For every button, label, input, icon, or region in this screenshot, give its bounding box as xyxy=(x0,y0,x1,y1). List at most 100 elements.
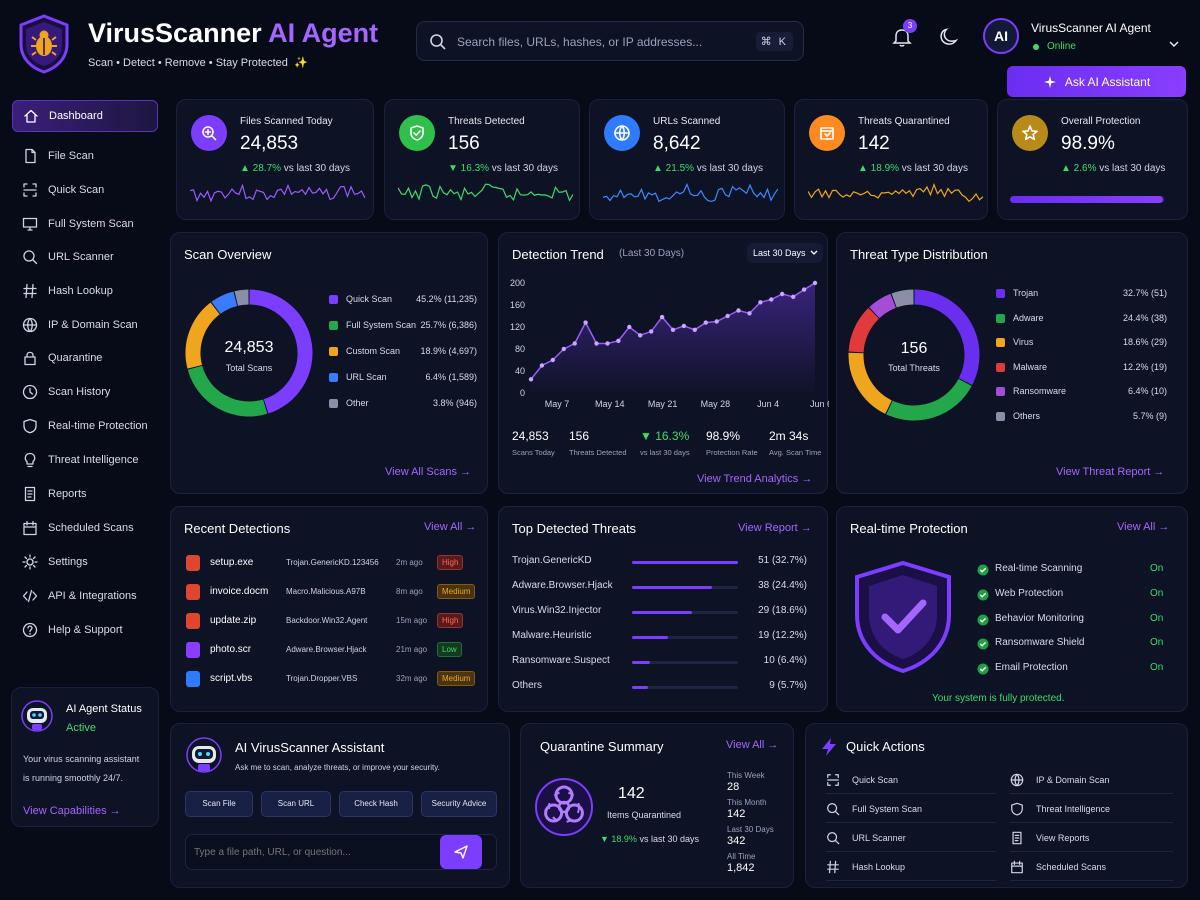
sidebar-item-file-scan[interactable]: File Scan xyxy=(12,140,158,172)
quarantine-view-all-link[interactable]: View All → xyxy=(726,739,779,751)
view-capabilities-link[interactable]: View Capabilities → xyxy=(23,805,121,817)
scan-overview-slice-other[interactable] xyxy=(234,289,249,306)
quick-action-threat-intelligence[interactable]: Threat Intelligence xyxy=(1010,795,1173,823)
trend-point[interactable] xyxy=(627,324,632,330)
check-hash-chip[interactable]: Check Hash xyxy=(339,791,413,817)
threat-distribution-slice-malware[interactable] xyxy=(848,307,880,353)
send-button[interactable] xyxy=(440,835,482,869)
trend-point[interactable] xyxy=(583,320,588,325)
sidebar-item-help-support[interactable]: Help & Support xyxy=(12,614,158,646)
protection-feature-state[interactable]: On xyxy=(1150,637,1164,649)
notifications-button[interactable] xyxy=(891,26,913,48)
trend-range-select[interactable]: Last 30 Days xyxy=(747,243,823,263)
trend-point[interactable] xyxy=(539,363,545,368)
trend-point[interactable] xyxy=(638,333,643,338)
trend-point[interactable] xyxy=(714,319,719,324)
stat-delta-value: ▼ 16.3% xyxy=(448,163,490,174)
detection-row[interactable]: invoice.docm Macro.Malicious.A97B 8m ago Me… xyxy=(184,582,476,604)
sidebar-item-real-time-protection[interactable]: Real-time Protection xyxy=(12,410,158,442)
trend-point[interactable] xyxy=(692,327,697,332)
trend-point[interactable] xyxy=(758,300,763,305)
sidebar-item-ip-domain-scan[interactable]: IP & Domain Scan xyxy=(12,309,158,341)
detection-row[interactable]: setup.exe Trojan.GenericKD.123456 2m ago Hi… xyxy=(184,553,476,575)
detection-row[interactable]: photo.scr Adware.Browser.Hjack 21m ago Low xyxy=(184,640,476,662)
scan-overview-slice-custom-scan[interactable] xyxy=(185,302,220,369)
quick-action-ip-domain-scan[interactable]: IP & Domain Scan xyxy=(1010,766,1173,794)
sidebar-item-url-scanner[interactable]: URL Scanner xyxy=(12,241,158,273)
quick-action-quick-scan[interactable]: Quick Scan xyxy=(826,766,996,794)
trend-point[interactable] xyxy=(572,341,577,346)
trend-point[interactable] xyxy=(528,377,534,382)
trend-point[interactable] xyxy=(780,291,785,297)
quick-action-label: IP & Domain Scan xyxy=(1036,774,1110,785)
threat-distribution-slice-trojan[interactable] xyxy=(914,289,980,385)
view-threat-report-link[interactable]: View Threat Report → xyxy=(1056,466,1165,478)
trend-point[interactable] xyxy=(681,323,687,329)
detection-row[interactable]: script.vbs Trojan.Dropper.VBS 32m ago Mediu… xyxy=(184,669,476,691)
trend-point[interactable] xyxy=(736,308,741,313)
trend-point[interactable] xyxy=(725,313,730,319)
sidebar-item-scheduled-scans[interactable]: Scheduled Scans xyxy=(12,512,158,544)
threat-distribution-slice-ransomware[interactable] xyxy=(869,293,897,319)
sidebar-item-full-system-scan[interactable]: Full System Scan xyxy=(12,208,158,240)
trend-point[interactable] xyxy=(801,287,807,292)
trend-point[interactable] xyxy=(703,320,708,325)
trend-point[interactable] xyxy=(594,341,599,346)
recent-detections-view-all-link[interactable]: View All → xyxy=(424,521,477,533)
sidebar-item-hash-lookup[interactable]: Hash Lookup xyxy=(12,275,158,307)
sidebar-item-dashboard[interactable]: Dashboard xyxy=(12,100,158,132)
protection-feature-state[interactable]: On xyxy=(1150,662,1164,674)
global-search[interactable]: ⌘ K xyxy=(416,21,804,61)
trend-point[interactable] xyxy=(561,346,566,352)
trend-point[interactable] xyxy=(616,338,621,343)
user-avatar[interactable]: AI xyxy=(983,18,1019,54)
scan-overview-slice-quick-scan[interactable] xyxy=(249,289,313,414)
sidebar-item-threat-intelligence[interactable]: Threat Intelligence xyxy=(12,444,158,476)
trend-point[interactable] xyxy=(769,297,774,302)
user-menu-toggle[interactable] xyxy=(1168,38,1180,50)
star-icon-badge xyxy=(1012,115,1048,151)
trend-point[interactable] xyxy=(812,280,818,286)
protection-feature-state[interactable]: On xyxy=(1150,612,1164,624)
sidebar-item-reports[interactable]: Reports xyxy=(12,478,158,510)
trend-point[interactable] xyxy=(670,327,676,332)
trend-point[interactable] xyxy=(747,311,752,316)
scan-overview-slice-url-scan[interactable] xyxy=(211,291,238,315)
quick-action-view-reports[interactable]: View Reports xyxy=(1010,824,1173,852)
quick-action-full-system-scan[interactable]: Full System Scan xyxy=(826,795,996,823)
scan-file-chip[interactable]: Scan File xyxy=(185,791,253,817)
protection-feature-state[interactable]: On xyxy=(1150,563,1164,574)
realtime-view-all-link[interactable]: View All → xyxy=(1117,521,1170,533)
assistant-input[interactable] xyxy=(194,844,444,860)
quick-action-scheduled-scans[interactable]: Scheduled Scans xyxy=(1010,853,1173,881)
sidebar-item-api-integrations[interactable]: API & Integrations xyxy=(12,580,158,612)
ask-ai-assistant-button[interactable]: Ask AI Assistant xyxy=(1007,66,1186,97)
quick-action-url-scanner[interactable]: URL Scanner xyxy=(826,824,996,852)
trend-point[interactable] xyxy=(550,357,555,363)
view-trend-analytics-link[interactable]: View Trend Analytics → xyxy=(697,473,813,485)
search-input[interactable] xyxy=(457,32,747,52)
security-advice-chip[interactable]: Security Advice xyxy=(421,791,497,817)
threat-distribution-slice-virus[interactable] xyxy=(848,352,893,414)
view-all-scans-link[interactable]: View All Scans → xyxy=(385,466,472,478)
stat-delta-suffix: vs last 30 days xyxy=(1096,163,1166,174)
sidebar-item-scan-history[interactable]: Scan History xyxy=(12,376,158,408)
threat-distribution-slice-others[interactable] xyxy=(891,289,914,308)
protection-feature-state[interactable]: On xyxy=(1150,587,1164,599)
view-report-link[interactable]: View Report → xyxy=(738,522,812,534)
sidebar-item-quick-scan[interactable]: Quick Scan xyxy=(12,174,158,206)
theme-toggle[interactable] xyxy=(939,27,959,47)
scan-overview-slice-full-system-scan[interactable] xyxy=(187,365,268,417)
check-circle-icon xyxy=(977,564,989,576)
threat-distribution-slice-adware[interactable] xyxy=(886,378,972,421)
scan-url-chip[interactable]: Scan URL xyxy=(261,791,331,817)
trend-point[interactable] xyxy=(791,294,796,299)
detection-row[interactable]: update.zip Backdoor.Win32.Agent 15m ago Hig… xyxy=(184,611,476,633)
sidebar-item-quarantine[interactable]: Quarantine xyxy=(12,342,158,374)
trend-point[interactable] xyxy=(605,341,610,346)
trend-point[interactable] xyxy=(649,329,654,334)
quick-action-hash-lookup[interactable]: Hash Lookup xyxy=(826,853,996,881)
trend-point[interactable] xyxy=(659,314,665,320)
sidebar-item-settings[interactable]: Settings xyxy=(12,546,158,578)
scan-overview-total: 24,853 xyxy=(224,339,274,356)
